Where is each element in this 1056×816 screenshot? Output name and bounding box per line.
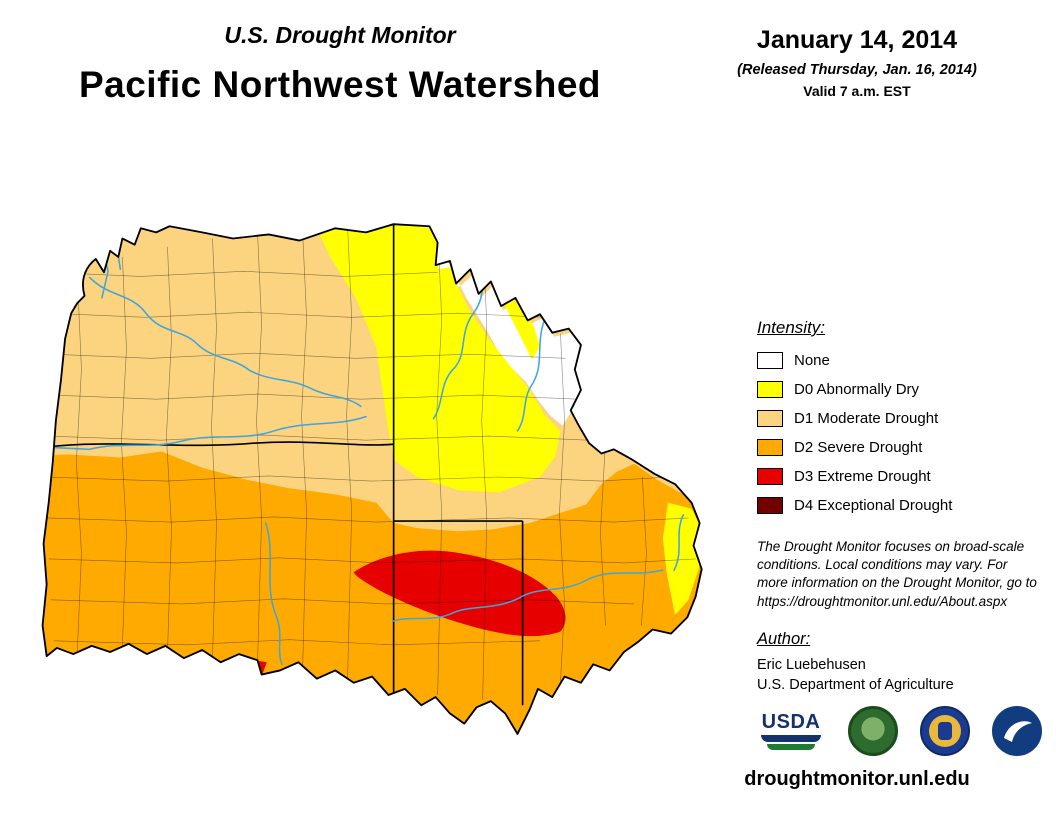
commerce-seal-logo (920, 706, 970, 756)
commerce-seal-inner (929, 715, 961, 747)
disclaimer-text: The Drought Monitor focuses on broad-sca… (757, 539, 1037, 609)
noaa-bird-icon (1004, 721, 1032, 742)
legend-item-d3: D3 Extreme Drought (757, 468, 952, 485)
valid-time: Valid 7 a.m. EST (803, 83, 911, 99)
county-lines-horizontal (44, 270, 696, 646)
region-d0-main (314, 224, 561, 493)
swatch-d0 (757, 381, 783, 398)
author-heading: Author: (757, 630, 811, 648)
swatch-none (757, 352, 783, 369)
usda-logo: USDA (756, 706, 826, 756)
commerce-seal-emblem (938, 722, 952, 740)
author-name: Eric Luebehusen (757, 657, 866, 673)
legend-label: D0 Abnormally Dry (794, 381, 920, 398)
page-title: Pacific Northwest Watershed (78, 64, 602, 105)
release-date: (Released Thursday, Jan. 16, 2014) (737, 62, 977, 78)
legend-item-d4: D4 Exceptional Drought (757, 497, 952, 514)
county-lines-vertical (76, 226, 647, 700)
region-d0-east (662, 502, 702, 616)
usda-logo-bar-blue (761, 735, 821, 742)
swatch-d1 (757, 410, 783, 427)
map-date: January 14, 2014 (756, 26, 958, 54)
watershed-map-svg (41, 223, 703, 735)
region-d0-streak (503, 287, 540, 360)
usda-wordmark: USDA (761, 711, 821, 733)
swatch-d4 (757, 497, 783, 514)
watershed-outline (41, 223, 703, 735)
legend-label: D2 Severe Drought (794, 439, 923, 456)
legend-label: None (794, 352, 830, 369)
region-d3 (353, 550, 566, 637)
legend-heading: Intensity: (757, 318, 826, 337)
state-lines (43, 224, 524, 728)
swatch-d2 (757, 439, 783, 456)
legend-item-none: None (757, 352, 952, 369)
legend-item-d2: D2 Severe Drought (757, 439, 952, 456)
report-supertitle: U.S. Drought Monitor (224, 22, 456, 48)
footer-url: droughtmonitor.unl.edu (744, 768, 970, 790)
usda-logo-bar-green (767, 744, 815, 750)
date-block: January 14, 2014 (Released Thursday, Jan… (712, 26, 1002, 99)
author-org: U.S. Department of Agriculture (757, 677, 954, 693)
legend-label: D4 Exceptional Drought (794, 497, 953, 514)
region-none (435, 228, 581, 426)
ndmc-logo (848, 706, 898, 756)
legend-item-d1: D1 Moderate Drought (757, 410, 952, 427)
agency-logos: USDA (756, 706, 1042, 756)
drought-map (28, 216, 704, 738)
noaa-logo (992, 706, 1042, 756)
intensity-legend: Intensity: None D0 Abnormally Dry D1 Mod… (757, 318, 952, 526)
legend-label: D1 Moderate Drought (794, 410, 939, 427)
legend-label: D3 Extreme Drought (794, 468, 931, 485)
legend-item-d0: D0 Abnormally Dry (757, 381, 952, 398)
swatch-d3 (757, 468, 783, 485)
